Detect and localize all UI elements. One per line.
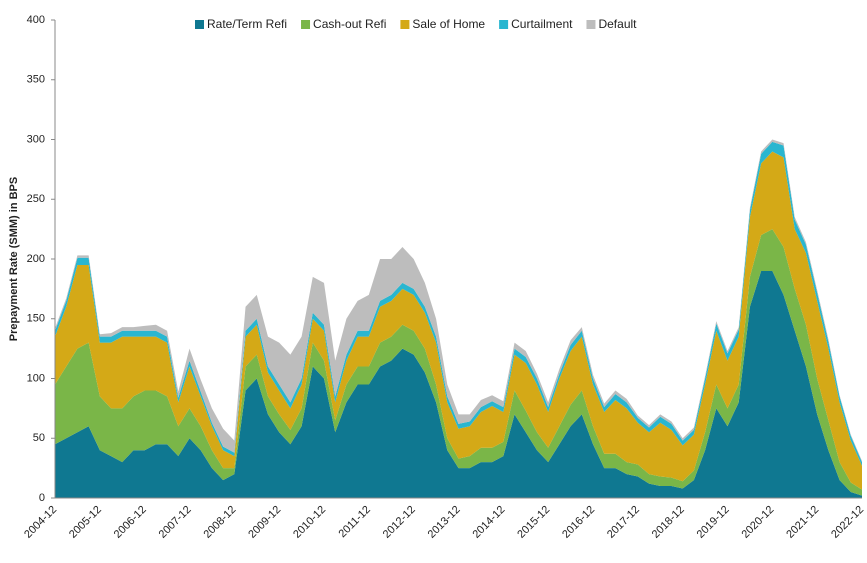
- x-tick-label: 2004-12: [22, 504, 59, 541]
- y-tick-label: 100: [27, 372, 45, 384]
- x-tick-label: 2011-12: [337, 504, 373, 540]
- x-tick-label: 2022-12: [829, 504, 866, 541]
- x-tick-label: 2012-12: [381, 504, 418, 541]
- x-tick-label: 2013-12: [426, 504, 463, 541]
- area: [55, 151, 862, 490]
- legend-swatch: [195, 20, 204, 29]
- x-tick-label: 2016-12: [560, 504, 597, 541]
- y-tick-label: 0: [39, 492, 45, 504]
- legend-label: Curtailment: [511, 17, 573, 31]
- x-tick-label: 2005-12: [67, 504, 104, 541]
- y-tick-label: 300: [27, 133, 45, 145]
- x-tick-label: 2008-12: [201, 504, 238, 541]
- y-axis-label: Prepayment Rate (SMM) in BPS: [8, 177, 20, 341]
- x-tick-label: 2006-12: [112, 504, 149, 541]
- x-tick-label: 2015-12: [515, 504, 552, 541]
- x-tick-label: 2007-12: [157, 504, 194, 541]
- legend-label: Sale of Home: [412, 17, 485, 31]
- x-tick-label: 2018-12: [650, 504, 687, 541]
- legend-swatch: [586, 20, 596, 29]
- legend-swatch: [499, 20, 509, 29]
- area: [55, 270, 862, 498]
- x-tick-label: 2020-12: [739, 504, 776, 541]
- legend-label: Default: [598, 17, 637, 31]
- x-tick-label: 2014-12: [470, 504, 507, 541]
- x-tick-label: 2019-12: [695, 504, 732, 541]
- y-tick-label: 400: [27, 14, 45, 26]
- y-tick-label: 250: [27, 193, 45, 205]
- y-tick-label: 150: [27, 313, 45, 325]
- area: [55, 229, 862, 496]
- x-tick-label: 2017-12: [605, 504, 642, 541]
- y-tick-label: 350: [27, 74, 45, 86]
- y-tick-label: 50: [33, 432, 45, 444]
- legend-label: Cash-out Refi: [313, 17, 386, 31]
- legend-label: Rate/Term Refi: [207, 17, 287, 31]
- x-tick-label: 2021-12: [784, 504, 821, 541]
- y-tick-label: 200: [27, 253, 45, 265]
- legend-swatch: [301, 20, 311, 29]
- x-tick-label: 2009-12: [246, 504, 283, 541]
- legend-swatch: [400, 20, 410, 29]
- x-tick-label: 2010-12: [291, 504, 328, 541]
